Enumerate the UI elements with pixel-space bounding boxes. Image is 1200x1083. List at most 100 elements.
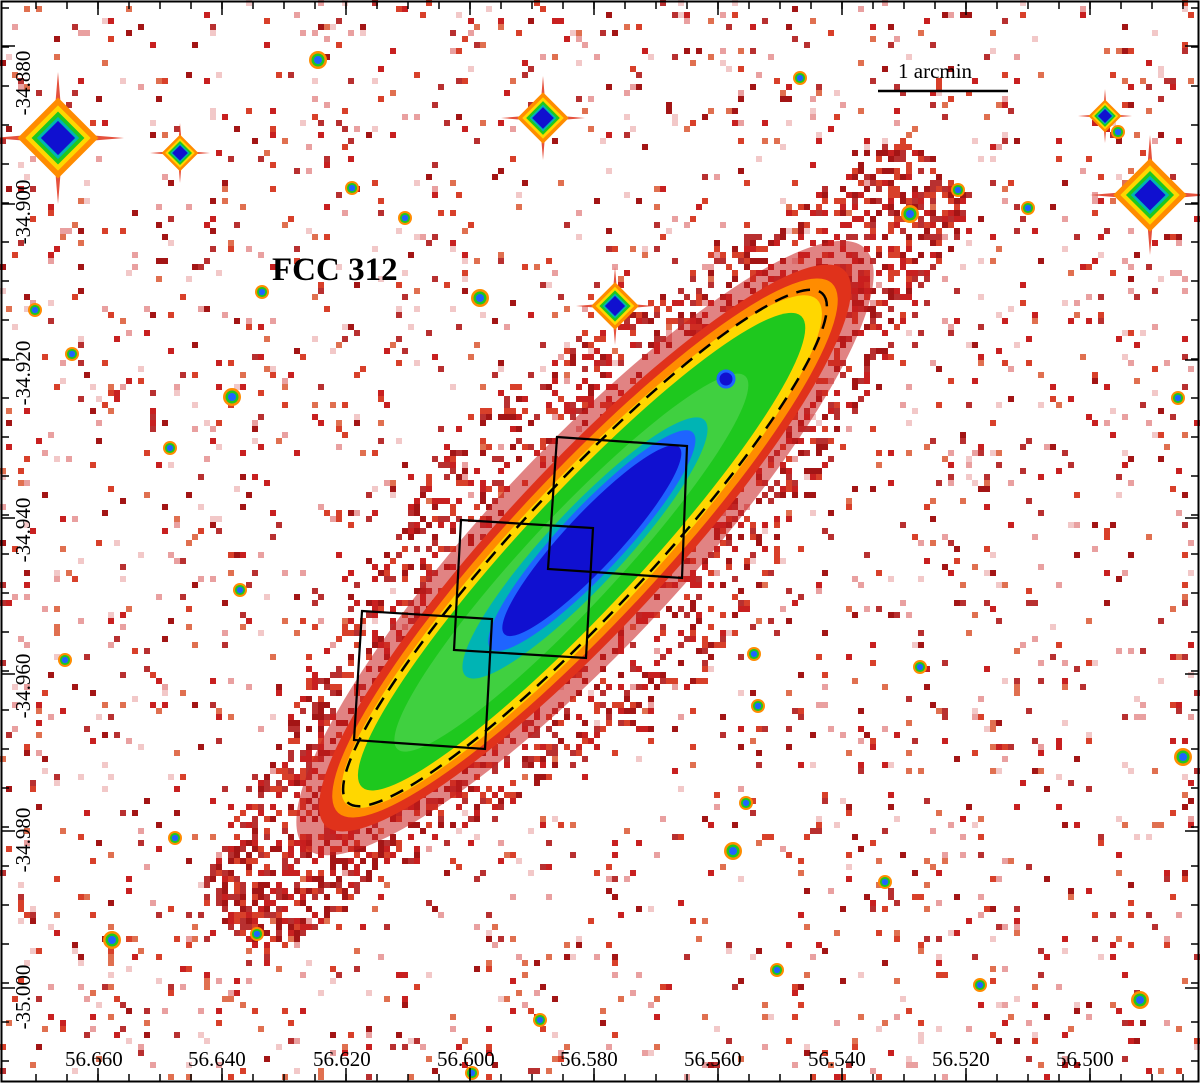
- noise-pixel: [0, 60, 6, 66]
- noise-pixel: [108, 312, 114, 318]
- noise-pixel: [1146, 912, 1152, 918]
- noise-pixel: [1032, 600, 1038, 606]
- noise-pixel: [846, 606, 852, 612]
- noise-pixel: [876, 462, 882, 468]
- noise-pixel: [1182, 522, 1188, 528]
- noise-pixel: [738, 120, 744, 126]
- noise-pixel: [18, 906, 24, 912]
- noise-pixel: [372, 180, 378, 186]
- noise-pixel: [1008, 522, 1014, 528]
- noise-pixel: [6, 444, 12, 450]
- noise-pixel: [1068, 522, 1074, 528]
- noise-pixel: [342, 0, 348, 6]
- noise-pixel: [1128, 84, 1134, 90]
- noise-pixel: [216, 360, 222, 366]
- halo-pixel: [306, 876, 312, 882]
- noise-pixel: [54, 930, 60, 936]
- noise-pixel: [78, 240, 84, 246]
- noise-pixel: [414, 306, 420, 312]
- halo-pixel: [516, 438, 522, 444]
- noise-pixel: [240, 552, 246, 558]
- halo-pixel: [900, 150, 906, 156]
- halo-pixel: [774, 552, 780, 558]
- halo-pixel: [336, 690, 342, 696]
- halo-pixel: [954, 198, 960, 204]
- noise-pixel: [636, 756, 642, 762]
- halo-pixel: [690, 576, 696, 582]
- noise-pixel: [450, 210, 456, 216]
- noise-pixel: [102, 402, 108, 408]
- noise-pixel: [516, 954, 522, 960]
- noise-pixel: [1014, 918, 1020, 924]
- noise-pixel: [576, 234, 582, 240]
- halo-pixel: [708, 282, 714, 288]
- noise-pixel: [738, 1056, 744, 1062]
- halo-pixel: [618, 354, 624, 360]
- noise-pixel: [498, 840, 504, 846]
- noise-pixel: [1092, 198, 1098, 204]
- halo-pixel: [282, 786, 288, 792]
- noise-pixel: [870, 900, 876, 906]
- noise-pixel: [660, 816, 666, 822]
- noise-pixel: [252, 438, 258, 444]
- noise-pixel: [1038, 972, 1044, 978]
- noise-pixel: [234, 978, 240, 984]
- halo-pixel: [354, 888, 360, 894]
- noise-pixel: [108, 642, 114, 648]
- halo-pixel: [474, 786, 480, 792]
- noise-pixel: [960, 816, 966, 822]
- noise-pixel: [786, 942, 792, 948]
- noise-pixel: [114, 396, 120, 402]
- halo-pixel: [384, 852, 390, 858]
- noise-pixel: [786, 852, 792, 858]
- halo-pixel: [288, 810, 294, 816]
- noise-pixel: [1110, 522, 1116, 528]
- halo-pixel: [618, 324, 624, 330]
- halo-pixel: [282, 762, 288, 768]
- noise-pixel: [246, 786, 252, 792]
- noise-pixel: [384, 402, 390, 408]
- noise-pixel: [108, 486, 114, 492]
- noise-pixel: [30, 912, 36, 918]
- noise-pixel: [222, 312, 228, 318]
- noise-pixel: [1008, 480, 1014, 486]
- noise-pixel: [1128, 648, 1134, 654]
- halo-pixel: [900, 318, 906, 324]
- noise-pixel: [6, 420, 12, 426]
- halo-pixel: [738, 522, 744, 528]
- noise-pixel: [1170, 654, 1176, 660]
- noise-pixel: [798, 912, 804, 918]
- noise-pixel: [858, 60, 864, 66]
- noise-pixel: [390, 342, 396, 348]
- noise-pixel: [1188, 672, 1194, 678]
- halo-pixel: [840, 222, 846, 228]
- noise-pixel: [828, 510, 834, 516]
- noise-pixel: [840, 1074, 846, 1080]
- noise-pixel: [402, 1044, 408, 1050]
- noise-pixel: [456, 12, 462, 18]
- halo-pixel: [420, 486, 426, 492]
- noise-pixel: [972, 480, 978, 486]
- noise-pixel: [636, 906, 642, 912]
- noise-pixel: [816, 420, 822, 426]
- halo-pixel: [378, 840, 384, 846]
- halo-pixel: [294, 732, 300, 738]
- noise-pixel: [684, 48, 690, 54]
- halo-pixel: [702, 636, 708, 642]
- noise-pixel: [246, 948, 252, 954]
- noise-pixel: [756, 618, 762, 624]
- noise-pixel: [822, 186, 828, 192]
- noise-pixel: [1032, 984, 1038, 990]
- halo-pixel: [396, 840, 402, 846]
- noise-pixel: [990, 606, 996, 612]
- noise-pixel: [126, 606, 132, 612]
- halo-pixel: [414, 510, 420, 516]
- noise-pixel: [450, 1014, 456, 1020]
- noise-pixel: [912, 1062, 918, 1068]
- halo-pixel: [264, 774, 270, 780]
- noise-pixel: [36, 732, 42, 738]
- noise-pixel: [1128, 330, 1134, 336]
- noise-pixel: [216, 150, 222, 156]
- noise-pixel: [168, 216, 174, 222]
- halo-pixel: [714, 552, 720, 558]
